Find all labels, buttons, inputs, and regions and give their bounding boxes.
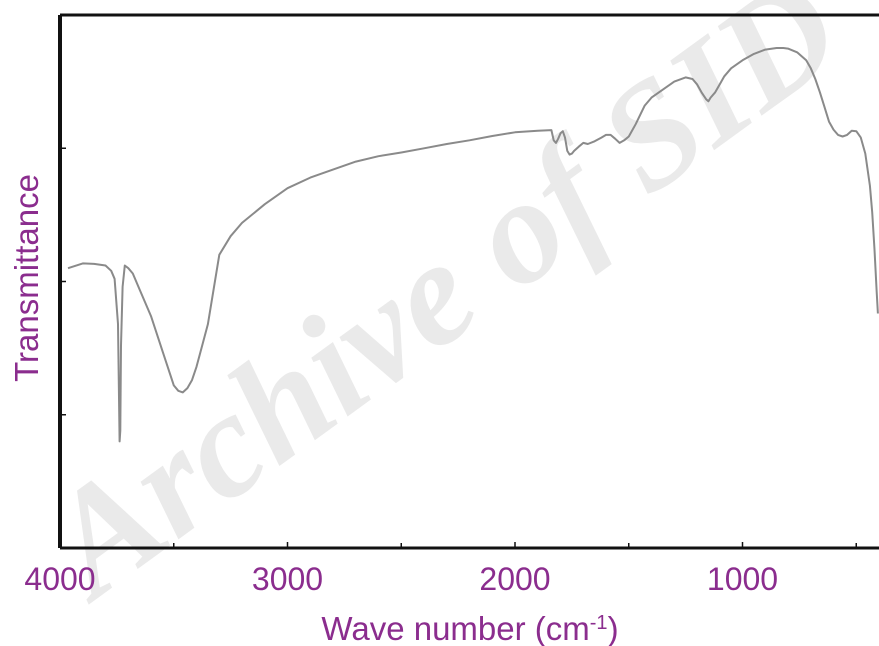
x-axis-title-main: Wave number (cm xyxy=(321,610,589,646)
x-tick-label: 2000 xyxy=(479,561,550,597)
x-axis-title-unit-exponent: -1 xyxy=(590,612,608,634)
x-tick-label: 1000 xyxy=(707,561,778,597)
x-axis-title-close: ) xyxy=(608,610,619,646)
axes xyxy=(58,13,879,550)
x-axis-title: Wave number (cm-1) xyxy=(321,610,618,646)
y-axis-title: Transmittance xyxy=(8,174,45,382)
watermark-text: Archive of SID xyxy=(10,0,869,631)
x-tick-labels: 4000 3000 2000 1000 xyxy=(24,561,778,597)
series-layer xyxy=(67,47,879,443)
x-tick-label: 3000 xyxy=(252,561,323,597)
x-tick-label: 4000 xyxy=(24,561,95,597)
spectrum-line xyxy=(67,47,879,443)
watermark: Archive of SID xyxy=(10,0,869,631)
